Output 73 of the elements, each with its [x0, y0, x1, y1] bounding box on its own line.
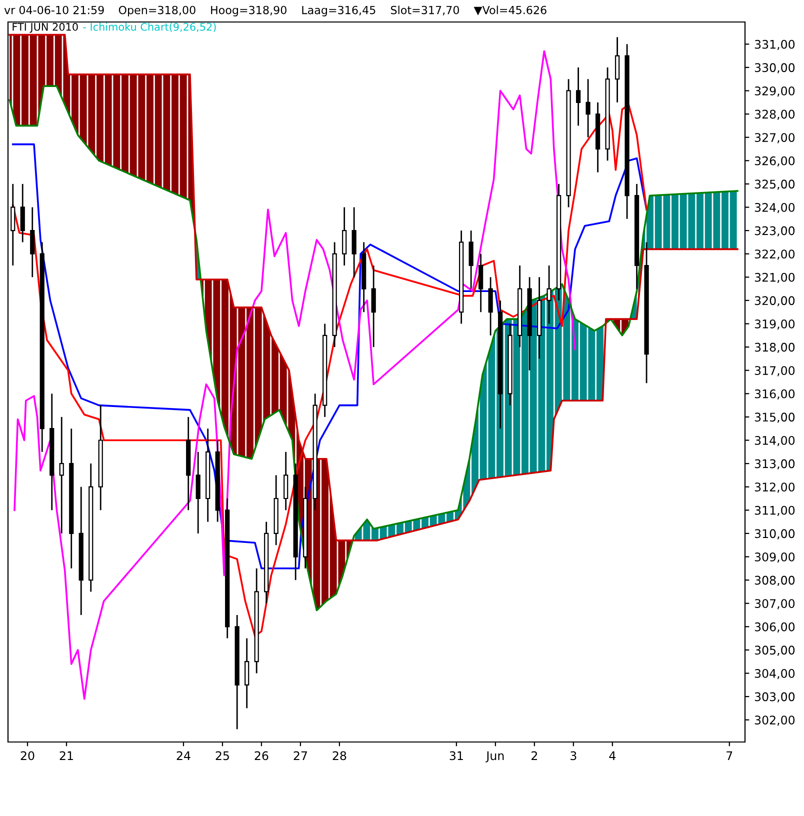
- candlestick: [586, 78, 590, 138]
- candlestick: [20, 183, 25, 243]
- y-tick-label: 305,00: [754, 646, 795, 656]
- candlestick: [342, 206, 347, 266]
- candlestick: [371, 264, 376, 348]
- y-tick-label: 302,00: [754, 716, 795, 726]
- chart-subtitle: - Ichimoku Chart(9,26,52): [83, 22, 216, 32]
- candlestick: [284, 451, 288, 511]
- y-tick-label: 322,00: [754, 250, 795, 260]
- x-tick-label: 28: [332, 751, 346, 760]
- chart-title: FTI JUN 2010: [12, 22, 78, 33]
- line-series: [14, 50, 576, 700]
- y-tick-label: 326,00: [754, 156, 795, 166]
- candlestick: [468, 230, 474, 290]
- candlestick: [30, 206, 35, 278]
- candlestick: [352, 206, 356, 278]
- candlestick: [614, 36, 620, 104]
- y-tick-label: 323,00: [754, 226, 795, 236]
- x-tick-label: 20: [20, 751, 34, 760]
- candlestick: [488, 276, 493, 336]
- x-tick-label: 26: [254, 751, 268, 760]
- y-tick-label: 312,00: [754, 482, 795, 493]
- y-tick-label: 309,00: [754, 552, 795, 563]
- y-tick-label: 313,00: [754, 459, 795, 470]
- line-series: [12, 143, 648, 570]
- x-tick-label: 24: [176, 751, 190, 760]
- line-series: [8, 34, 738, 542]
- y-tick-label: 331,00: [754, 40, 795, 50]
- y-tick-label: 328,00: [754, 110, 795, 120]
- candlestick: [546, 264, 552, 324]
- y-tick-label: 314,00: [754, 436, 795, 446]
- y-tick-label: 330,00: [754, 63, 795, 74]
- text: vr 04-06-10 21:59: [4, 6, 104, 14]
- candlestick: [244, 638, 250, 709]
- y-tick-label: 317,00: [754, 366, 795, 376]
- y-tick-label: 325,00: [754, 180, 795, 190]
- line-series: [8, 85, 738, 612]
- y-tick-label: 318,00: [754, 342, 795, 353]
- y-tick-label: 308,00: [754, 576, 795, 586]
- line-series: [12, 104, 648, 637]
- text: Open=318,00: [118, 6, 196, 16]
- x-tick-label: 31: [450, 751, 463, 760]
- y-tick-label: 324,00: [754, 202, 795, 214]
- x-tick-label: 3: [570, 751, 576, 760]
- text: Laag=316,45: [302, 6, 376, 16]
- x-tick-label: 7: [726, 751, 732, 760]
- y-tick-label: 320,00: [754, 296, 795, 306]
- x-tick-label: Jun: [486, 751, 504, 762]
- candlestick: [576, 66, 581, 126]
- x-tick-label: 21: [60, 751, 73, 760]
- candlestick: [10, 183, 16, 266]
- x-tick-label: 4: [609, 751, 616, 760]
- candlestick: [59, 416, 64, 534]
- y-tick-label: 303,00: [754, 692, 795, 702]
- x-tick-label: 2: [532, 751, 537, 760]
- x-tick-label: 27: [294, 751, 307, 760]
- y-tick-label: 310,00: [754, 529, 795, 540]
- text: ▼Vol=45.626: [474, 6, 546, 16]
- y-tick-label: 329,00: [754, 86, 795, 97]
- y-tick-label: 319,00: [754, 319, 795, 330]
- y-tick-label: 321,00: [754, 272, 795, 284]
- y-tick-label: 311,00: [754, 506, 795, 516]
- y-tick-label: 327,00: [754, 133, 795, 144]
- y-tick-label: 316,00: [754, 389, 795, 400]
- text: Hoog=318,90: [211, 6, 286, 16]
- y-tick-label: 307,00: [754, 599, 795, 610]
- x-tick-label: 25: [216, 751, 229, 760]
- candlestick: [196, 451, 200, 534]
- y-tick-label: 304,00: [754, 668, 795, 680]
- y-tick-label: 315,00: [754, 412, 795, 423]
- y-tick-label: 306,00: [754, 622, 795, 633]
- text: Slot=317,70: [390, 6, 459, 16]
- candlestick: [478, 253, 484, 313]
